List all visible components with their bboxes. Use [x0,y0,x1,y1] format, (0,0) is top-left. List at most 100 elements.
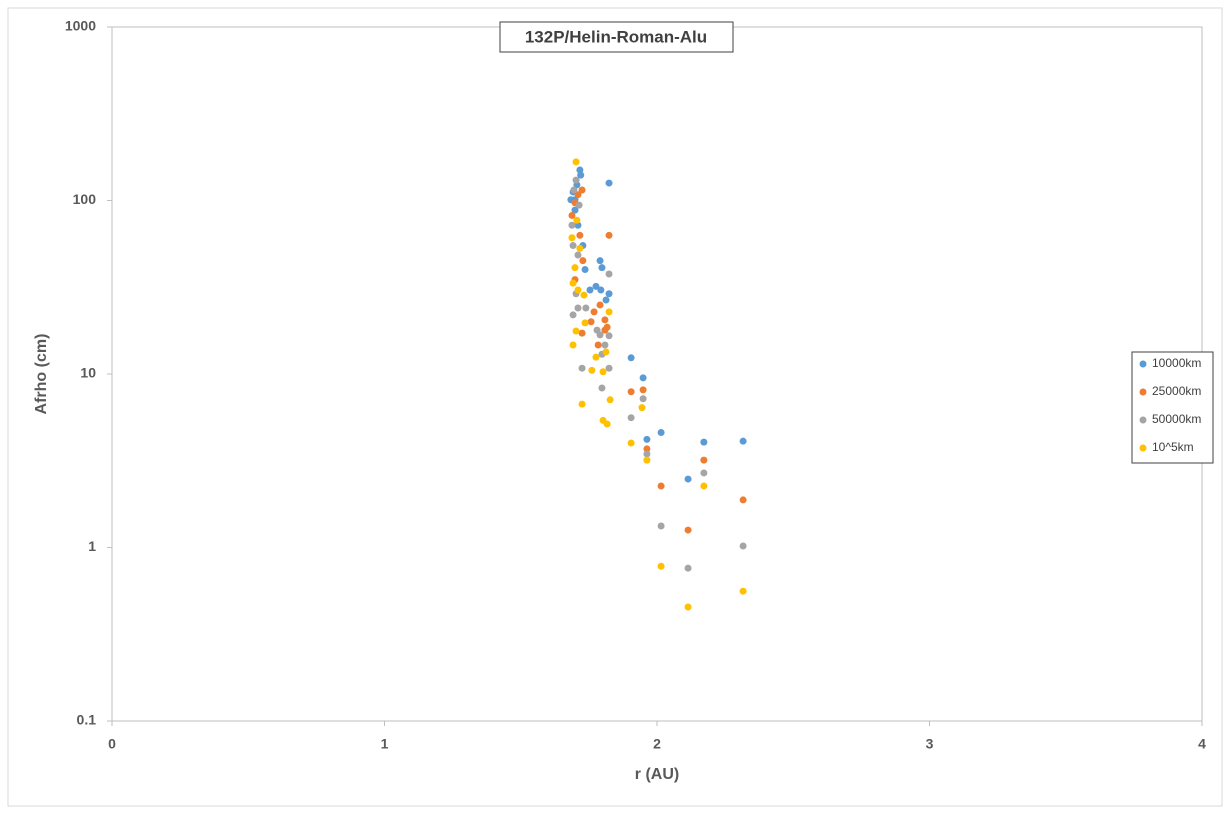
point [684,564,692,572]
point [643,435,651,443]
point [569,279,577,287]
point [578,329,586,337]
point [684,603,692,611]
point [569,341,577,349]
point [598,264,606,272]
point [700,469,708,477]
point [581,266,589,274]
point [575,201,583,209]
y-axis-label: Afrho (cm) [33,334,50,415]
point [739,437,747,445]
point [569,311,577,319]
point [602,296,610,304]
point [576,244,584,252]
point [739,542,747,550]
point [627,354,635,362]
point [574,304,582,312]
legend-label: 25000km [1152,384,1201,398]
point [627,414,635,422]
point [643,450,651,458]
point [582,304,590,312]
point [572,158,580,166]
point [605,364,613,372]
point [739,587,747,595]
point [568,211,576,219]
x-axis-label: r (AU) [635,766,679,783]
point [576,231,584,239]
point [603,420,611,428]
point [587,318,595,326]
point [627,388,635,396]
point [606,396,614,404]
point [568,221,576,229]
point [576,166,584,174]
point [572,327,580,335]
point [597,286,605,294]
point [586,286,594,294]
legend-label: 50000km [1152,412,1201,426]
legend-box [1131,351,1214,464]
point [568,234,576,242]
point [574,251,582,259]
point [570,186,578,194]
x-tick-label: 2 [653,736,661,752]
point [605,270,613,278]
point [579,257,587,265]
point [605,332,613,340]
point [590,308,598,316]
title-box [499,21,734,53]
chart-frame [7,7,1223,807]
legend-label: 10000km [1152,356,1201,370]
point [596,257,604,265]
point [602,348,610,356]
y-tick-label: 10 [80,365,96,381]
point [578,186,586,194]
point [627,439,635,447]
point [588,366,596,374]
point [684,526,692,534]
y-tick-label: 1 [88,538,96,554]
point [605,179,613,187]
y-tick-label: 100 [73,191,97,207]
x-tick-label: 1 [381,736,389,752]
point [574,286,582,294]
point [657,482,665,490]
point [605,308,613,316]
point [574,191,582,199]
point [639,386,647,394]
point [569,242,577,250]
legend-marker [1139,360,1147,368]
point [684,475,692,483]
point [639,374,647,382]
point [739,496,747,504]
point [605,290,613,298]
point [592,353,600,361]
point [598,384,606,392]
point [578,400,586,408]
point [700,438,708,446]
point [592,282,600,290]
point [657,429,665,437]
point [596,301,604,309]
point [596,331,604,339]
legend-marker [1139,444,1147,452]
point [639,395,647,403]
point [594,341,602,349]
point [643,456,651,464]
legend-label: 10^5km [1152,440,1194,454]
point [599,368,607,376]
point [700,482,708,490]
x-tick-label: 0 [108,736,116,752]
chart-title: 132P/Helin-Roman-Alu [525,27,707,46]
y-tick-label: 0.1 [77,712,97,728]
x-tick-label: 4 [1198,736,1206,752]
point [605,231,613,239]
point [571,206,579,214]
point [657,522,665,530]
point [601,316,609,324]
x-tick-label: 3 [926,736,934,752]
point [643,445,651,453]
legend-marker [1139,416,1147,424]
